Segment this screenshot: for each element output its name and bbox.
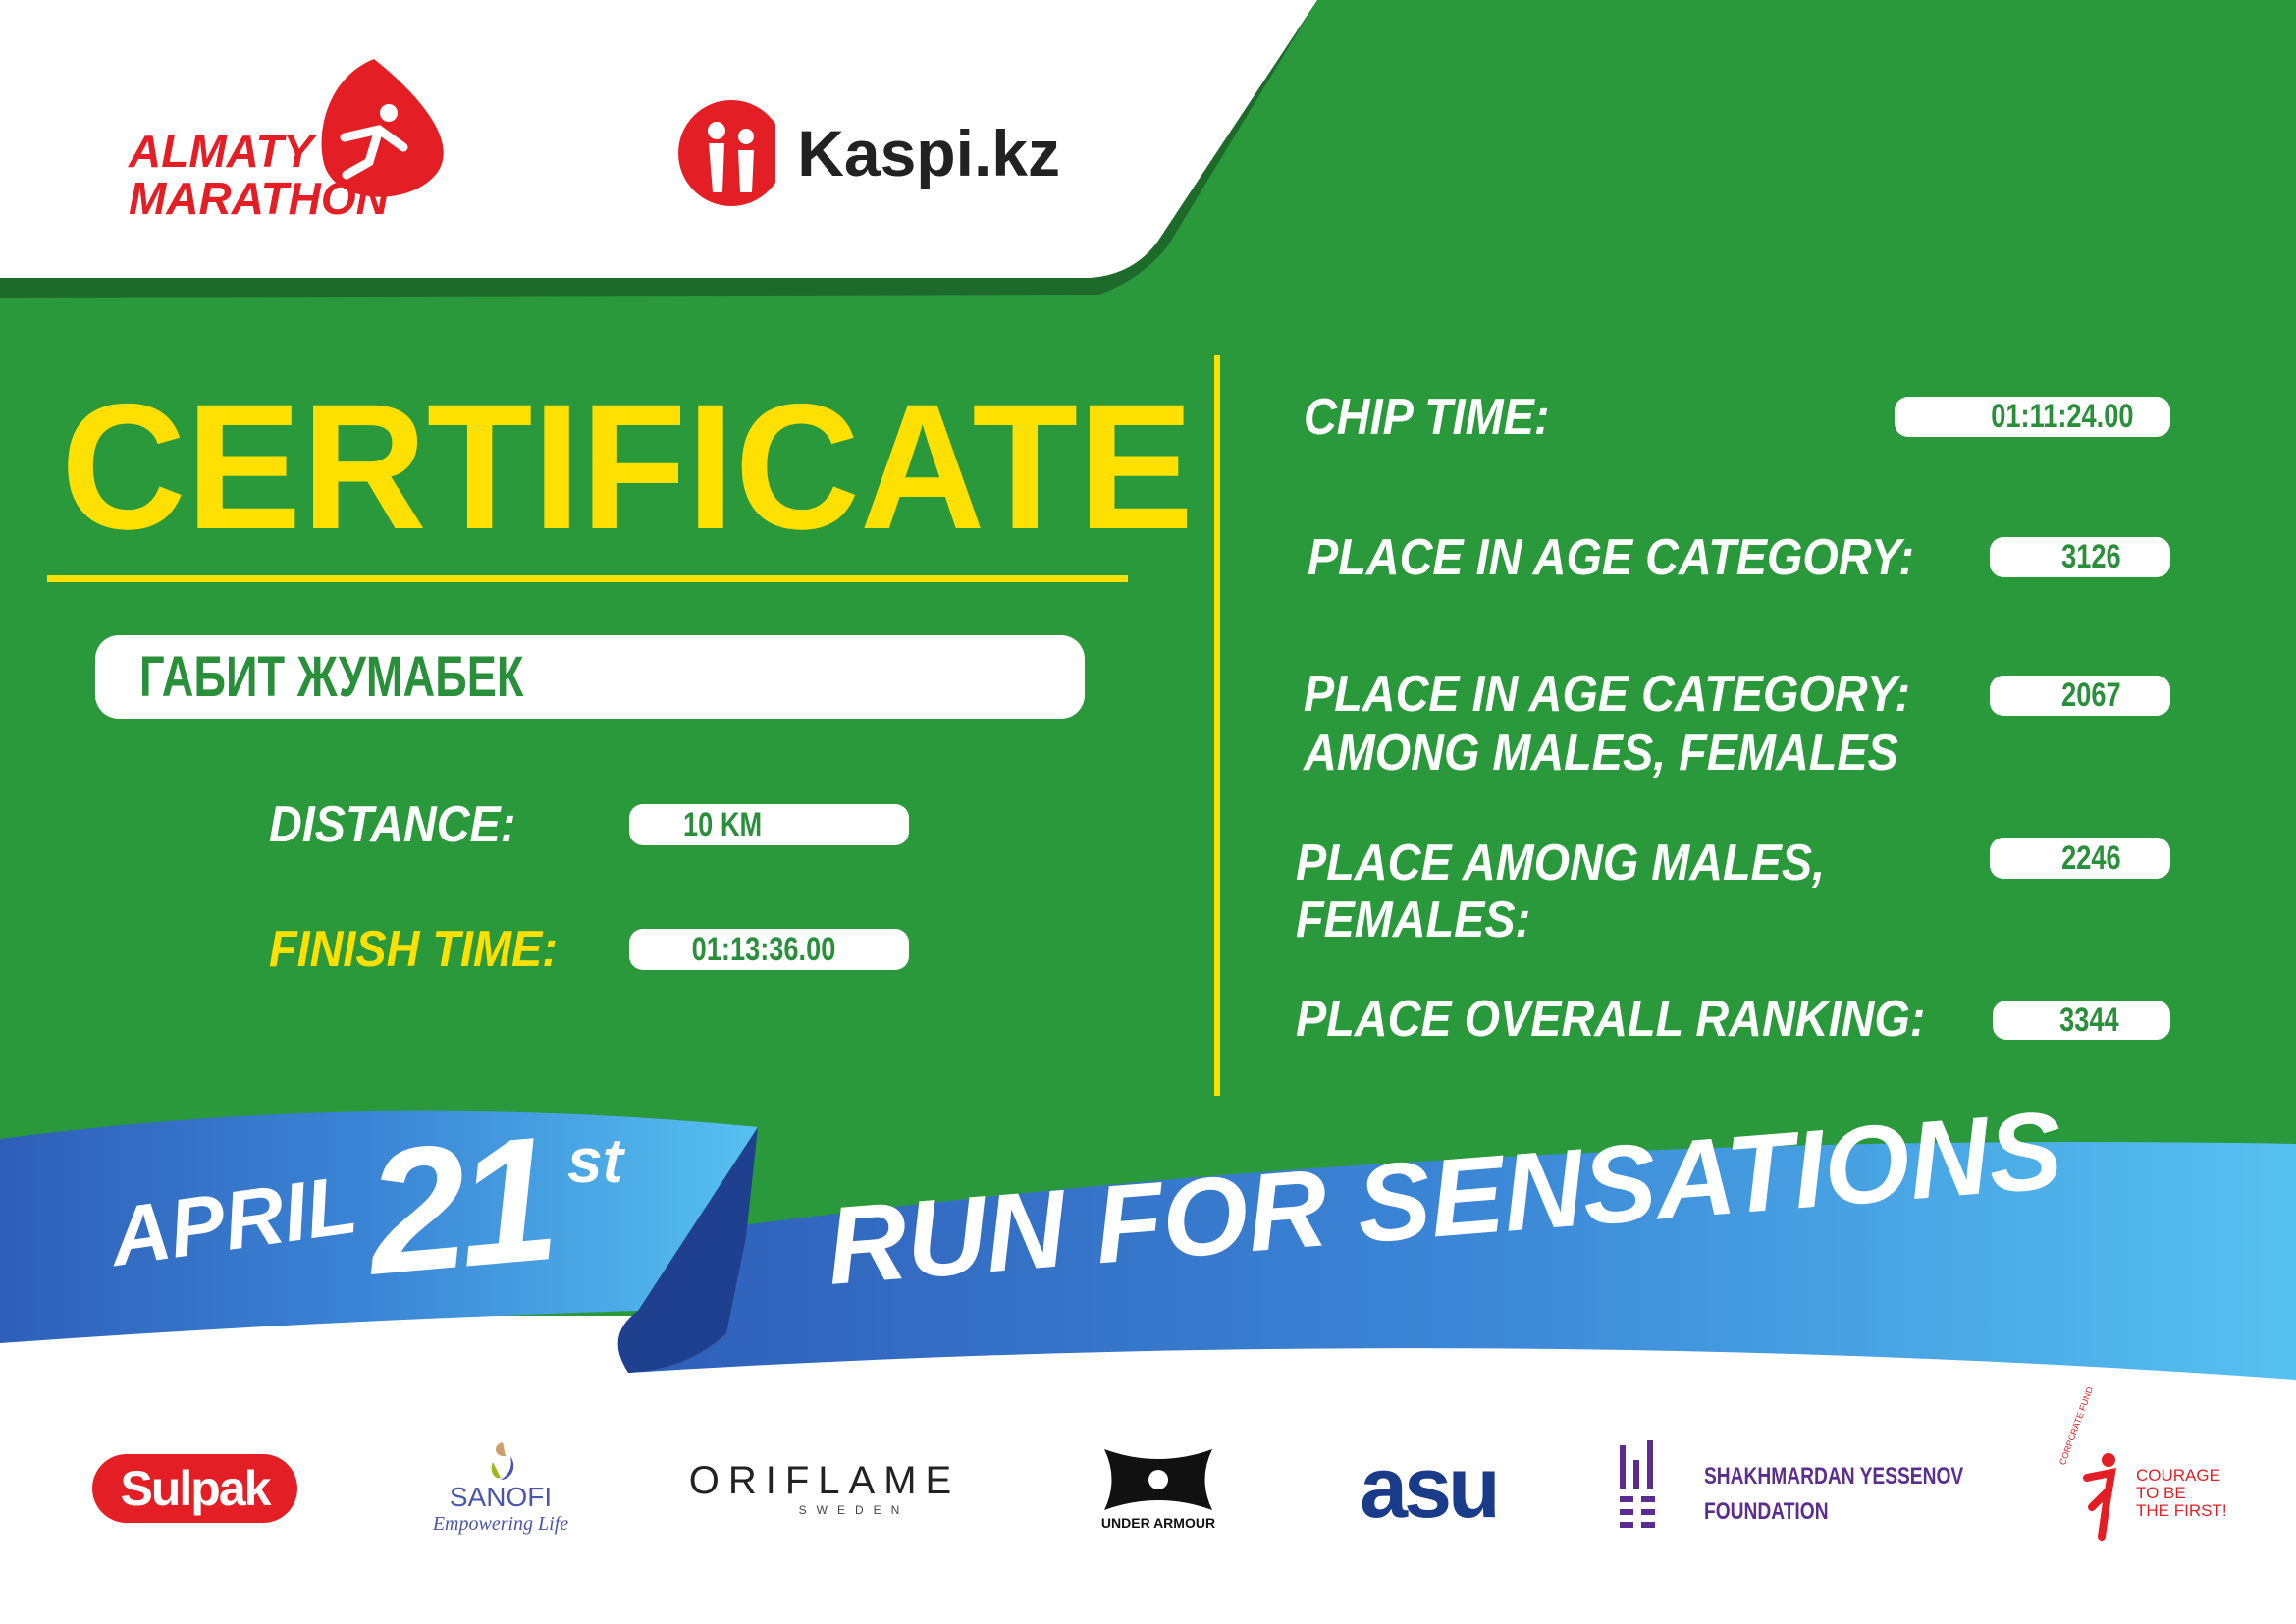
kaspi-logo: Kaspi.kz xyxy=(677,99,1060,207)
ribbon-left xyxy=(0,1110,758,1343)
under-armour-logo: UNDER ARMOUR xyxy=(1075,1438,1242,1537)
overall-ranking-label: PLACE OVERALL RANKING: xyxy=(1296,991,1926,1048)
gender-place-label-1: PLACE AMONG MALES, xyxy=(1296,835,1826,892)
ribbon-day: 21 xyxy=(359,1100,558,1313)
chip-time-value: 01:11:24.00 xyxy=(1895,397,2170,437)
runner-drop-icon xyxy=(321,59,444,197)
finish-time-label: FINISH TIME: xyxy=(269,921,558,978)
age-category-gender-place-value: 2067 xyxy=(1990,676,2170,716)
sanofi-logo: SANOFI Empowering Life xyxy=(422,1429,579,1546)
participant-name-field: ГАБИТ ЖУМАБЕК xyxy=(95,635,1085,719)
age-category-place-label: PLACE IN AGE CATEGORY: xyxy=(1308,529,1915,586)
age-category-place-value: 3126 xyxy=(1990,537,2170,577)
gender-place-value: 2246 xyxy=(1990,838,2170,879)
ribbon-main xyxy=(628,1142,2296,1380)
title-underline xyxy=(47,575,1128,582)
almaty-marathon-logo: ALMATY MARATHON xyxy=(129,59,453,226)
gender-place-label-2: FEMALES: xyxy=(1296,892,1531,948)
asu-logo: asu xyxy=(1360,1438,1501,1536)
under-armour-icon xyxy=(1104,1449,1212,1510)
ribbon-fold xyxy=(617,1127,758,1373)
courage-fund-logo: CORPORATE FUND COURAGE TO BE THE FIRST! xyxy=(2057,1385,2227,1542)
finish-time-value: 01:13:36.00 xyxy=(629,929,909,970)
courage-runner-icon xyxy=(2083,1453,2116,1541)
vertical-divider xyxy=(1214,355,1220,1096)
ribbon-day-suffix: st xyxy=(567,1125,623,1196)
distance-value: 10 KM xyxy=(629,804,909,845)
sulpak-logo: Sulpak xyxy=(92,1454,297,1523)
overall-ranking-value: 3344 xyxy=(1993,1001,2170,1040)
yessenov-foundation-logo: SHAKHMARDAN YESSENOV FOUNDATION xyxy=(1618,1435,1963,1534)
oriflame-logo: ORIFLAME SWEDEN xyxy=(688,1458,961,1517)
chip-time-label: CHIP TIME: xyxy=(1304,389,1550,446)
yessenov-icon xyxy=(1620,1440,1655,1528)
sanofi-icon xyxy=(491,1441,514,1480)
distance-label: DISTANCE: xyxy=(269,796,516,853)
age-category-gender-place-label-1: PLACE IN AGE CATEGORY: xyxy=(1304,666,1911,723)
age-category-gender-place-label-2: AMONG MALES, FEMALES xyxy=(1304,725,1898,782)
participant-name: ГАБИТ ЖУМАБЕК xyxy=(139,645,524,709)
certificate-title: CERTIFICATE xyxy=(61,366,1194,567)
kaspi-icon xyxy=(678,100,776,206)
